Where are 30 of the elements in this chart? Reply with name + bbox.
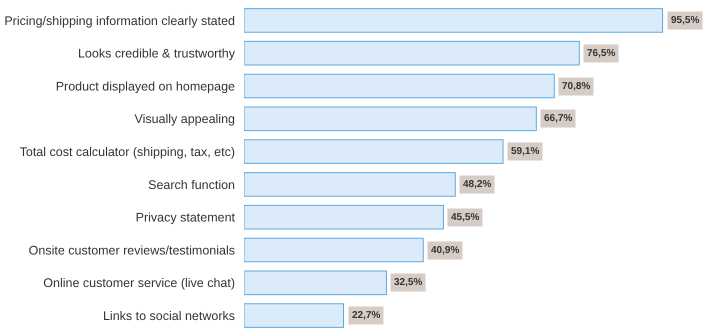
y-tick-label: Looks credible & trustworthy — [78, 46, 236, 61]
data-label: 59,1% — [511, 146, 540, 157]
data-label: 22,7% — [352, 310, 380, 321]
data-label: 70,8% — [562, 81, 590, 92]
y-tick-label: Links to social networks — [102, 308, 235, 323]
bar — [244, 40, 580, 66]
data-label: 95,5% — [671, 15, 700, 26]
bar — [244, 172, 456, 197]
y-tick-label: Visually appealing — [134, 112, 236, 126]
data-label: 45,5% — [451, 212, 480, 223]
bar — [244, 270, 387, 296]
y-tick-label: Search function — [148, 178, 236, 192]
y-tick-label: Product displayed on homepage — [56, 79, 236, 94]
data-label: 40,9% — [431, 245, 460, 256]
y-tick-label: Onsite customer reviews/testimonials — [28, 243, 235, 258]
bar — [244, 74, 555, 98]
bar — [244, 106, 537, 132]
data-label: 66,7% — [544, 113, 572, 124]
bar — [244, 8, 664, 33]
bar — [244, 303, 344, 328]
data-label: 76,5% — [587, 48, 616, 59]
bar — [244, 204, 444, 230]
y-tick-label: Online customer service (live chat) — [43, 276, 235, 290]
data-label: 48,2% — [463, 179, 492, 190]
data-label: 32,5% — [394, 277, 422, 288]
y-tick-label: Total cost calculator (shipping, tax, etc) — [20, 144, 235, 159]
bar — [244, 139, 504, 164]
y-tick-label: Privacy statement — [136, 210, 236, 225]
bar — [244, 238, 424, 262]
y-tick-label: Pricing/shipping information clearly stated — [4, 14, 236, 28]
